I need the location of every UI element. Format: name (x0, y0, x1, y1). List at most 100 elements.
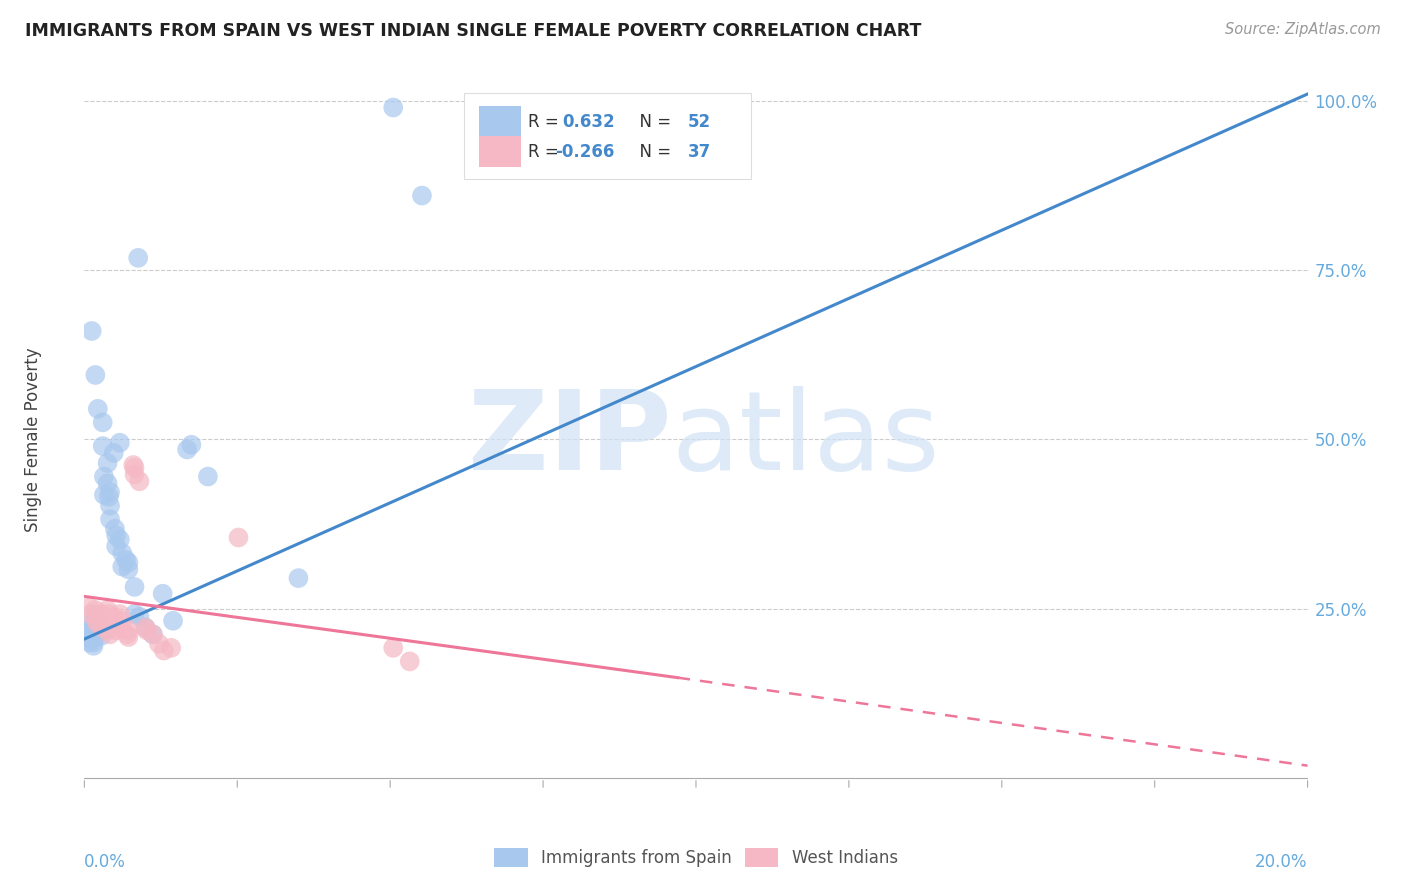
Point (135, 621, 157, 635)
Point (111, 559, 134, 574)
Point (152, 587, 174, 601)
Point (93, 614, 115, 628)
Point (91, 621, 114, 635)
Text: 52: 52 (688, 113, 710, 131)
Point (84, 603, 107, 617)
Point (84, 608, 107, 623)
Point (90, 607, 112, 621)
Point (87, 401, 110, 416)
Point (124, 460, 146, 475)
Point (117, 562, 139, 576)
Text: N =: N = (628, 113, 676, 131)
Point (127, 251, 149, 265)
Point (86, 614, 108, 628)
Point (105, 539, 128, 553)
Text: 37: 37 (688, 143, 710, 161)
Point (97, 476, 120, 491)
Point (83, 635, 105, 649)
Point (108, 435, 131, 450)
Point (93, 469, 115, 483)
Point (117, 630, 139, 644)
Point (79, 615, 101, 629)
Point (411, 188, 433, 202)
Point (84, 618, 107, 632)
Point (86, 625, 108, 640)
Text: IMMIGRANTS FROM SPAIN VS WEST INDIAN SINGLE FEMALE POVERTY CORRELATION CHART: IMMIGRANTS FROM SPAIN VS WEST INDIAN SIN… (25, 22, 922, 40)
Point (228, 531, 250, 545)
Point (124, 607, 146, 621)
Point (110, 621, 132, 635)
Point (103, 609, 125, 624)
Point (91, 609, 114, 624)
FancyBboxPatch shape (479, 136, 522, 168)
Point (77, 635, 100, 649)
Text: R =: R = (529, 113, 564, 131)
Point (77, 625, 100, 640)
Text: 0.632: 0.632 (562, 113, 616, 131)
Text: Single Female Poverty: Single Female Poverty (24, 347, 42, 532)
Point (287, 571, 309, 585)
Point (135, 624, 157, 638)
Point (91, 439, 114, 453)
Text: atlas: atlas (672, 386, 941, 492)
Point (111, 546, 134, 560)
Point (176, 442, 198, 457)
Legend: Immigrants from Spain, West Indians: Immigrants from Spain, West Indians (488, 841, 904, 874)
Text: Source: ZipAtlas.com: Source: ZipAtlas.com (1225, 22, 1381, 37)
Point (111, 614, 134, 628)
Point (98, 512, 121, 526)
Point (98, 616, 121, 631)
Point (124, 467, 146, 482)
Point (79, 622, 101, 636)
Point (77, 600, 100, 615)
Point (79, 607, 101, 621)
Point (97, 490, 120, 504)
Point (115, 627, 138, 641)
Point (104, 522, 127, 536)
Point (124, 580, 146, 594)
Text: 0.0%: 0.0% (84, 853, 127, 871)
Point (115, 553, 138, 567)
Point (122, 458, 145, 472)
Point (98, 499, 121, 513)
Point (83, 639, 105, 653)
Point (104, 616, 127, 631)
Point (142, 627, 165, 641)
Point (97, 456, 120, 470)
Text: 20.0%: 20.0% (1256, 853, 1308, 871)
Point (128, 475, 150, 489)
Point (398, 654, 420, 668)
Point (90, 629, 112, 643)
Point (105, 624, 128, 638)
Point (93, 488, 115, 502)
Point (117, 556, 139, 570)
Point (87, 616, 110, 631)
Point (98, 627, 121, 641)
Point (91, 416, 114, 430)
Point (98, 485, 121, 500)
Point (108, 533, 131, 547)
Point (117, 624, 139, 638)
Point (382, 101, 405, 115)
Point (382, 640, 405, 655)
Point (108, 607, 131, 621)
Point (148, 637, 170, 651)
Point (153, 643, 176, 657)
Text: -0.266: -0.266 (555, 143, 614, 161)
Point (105, 528, 128, 542)
Point (180, 438, 202, 452)
Point (86, 625, 108, 640)
Point (84, 368, 107, 382)
Point (197, 469, 219, 483)
Point (80, 632, 103, 646)
Text: R =: R = (529, 143, 564, 161)
Text: ZIP: ZIP (468, 386, 672, 492)
Point (97, 624, 120, 638)
Point (142, 627, 165, 641)
Point (160, 640, 183, 655)
FancyBboxPatch shape (464, 93, 751, 178)
Point (135, 621, 157, 635)
Point (97, 607, 120, 621)
Text: N =: N = (628, 143, 676, 161)
Point (97, 603, 120, 617)
